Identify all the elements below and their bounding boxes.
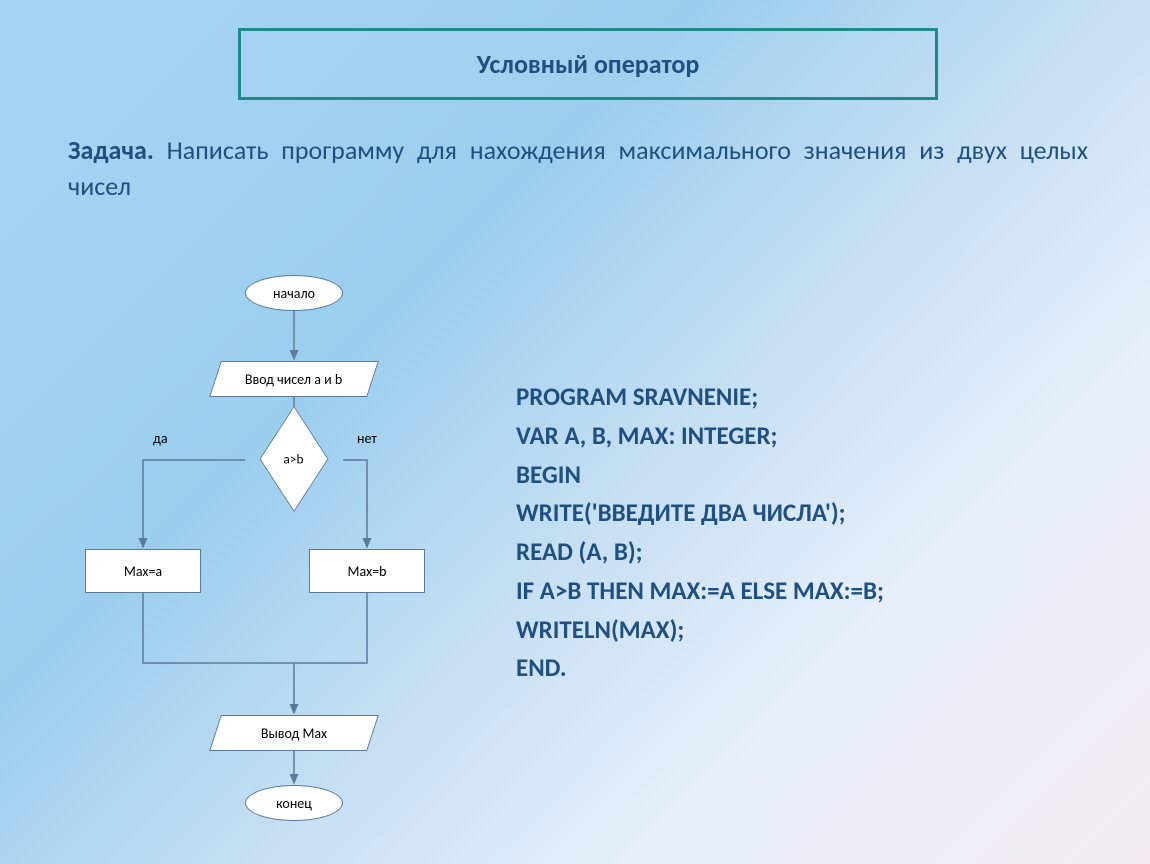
label-no: нет xyxy=(357,430,377,447)
node-decision: a>b xyxy=(259,406,328,512)
page-title: Условный оператор xyxy=(477,48,700,80)
code-line: WRITE('ВВЕДИТЕ ДВА ЧИСЛА'); xyxy=(516,494,1096,533)
node-decision-label: a>b xyxy=(284,451,304,467)
node-input-label: Ввод чисел a и b xyxy=(245,371,342,388)
code-line: END. xyxy=(516,649,1096,688)
node-start: начало xyxy=(245,275,343,311)
task-text: Написать программу для нахождения максим… xyxy=(68,134,1088,202)
code-line: READ (A, B); xyxy=(516,533,1096,572)
node-end-label: конец xyxy=(276,795,312,812)
node-output-label: Вывод Max xyxy=(261,725,327,742)
code-block: PROGRAM SRAVNENIE; VAR A, B, MAX: INTEGE… xyxy=(516,378,1096,688)
task-description: Задача. Написать программу для нахождени… xyxy=(68,132,1088,205)
node-max-a: Max=a xyxy=(85,549,201,593)
code-line: PROGRAM SRAVNENIE; xyxy=(516,378,1096,417)
title-box: Условный оператор xyxy=(238,28,938,100)
node-output: Вывод Max xyxy=(209,715,379,751)
label-yes: да xyxy=(153,430,168,447)
node-input: Ввод чисел a и b xyxy=(209,361,379,397)
task-label: Задача. xyxy=(68,134,154,166)
node-start-label: начало xyxy=(273,285,315,302)
node-max-b-label: Max=b xyxy=(348,563,387,580)
flowchart: начало Ввод чисел a и b a>b да нет Max=a… xyxy=(75,265,475,845)
code-line: BEGIN xyxy=(516,456,1096,495)
node-max-b: Max=b xyxy=(309,549,425,593)
node-max-a-label: Max=a xyxy=(124,563,162,580)
code-line: WRITELN(MAX); xyxy=(516,611,1096,650)
code-line: VAR A, B, MAX: INTEGER; xyxy=(516,417,1096,456)
node-end: конец xyxy=(245,785,343,821)
code-line: IF A>B THEN MAX:=A ELSE MAX:=B; xyxy=(516,572,1096,611)
